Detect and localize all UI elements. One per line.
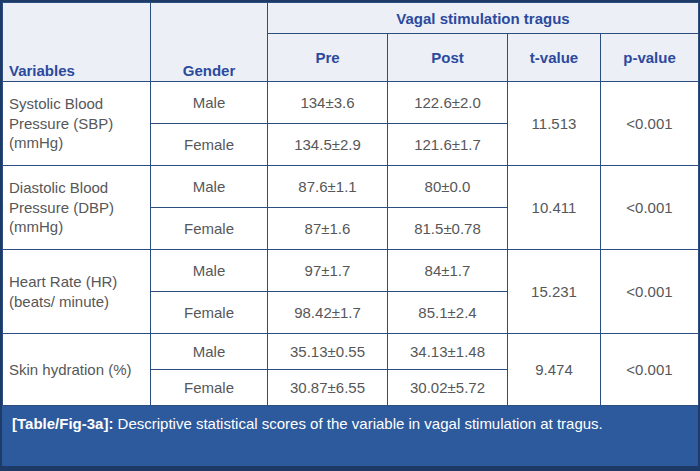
- variable-name-cell: Systolic Blood Pressure (SBP) (mmHg): [3, 82, 151, 166]
- variable-name-cell: Skin hydration (%): [3, 334, 151, 406]
- pre-value-cell: 97±1.7: [268, 250, 388, 292]
- p-value-cell: <0.001: [601, 166, 699, 250]
- pre-value-cell: 134.5±2.9: [268, 124, 388, 166]
- gender-cell: Male: [151, 250, 268, 292]
- col-header-p-value: p-value: [601, 34, 699, 82]
- gender-cell: Female: [151, 292, 268, 334]
- stats-table: Variables Gender Vagal stimulation tragu…: [2, 2, 699, 406]
- col-header-post: Post: [388, 34, 508, 82]
- p-value-cell: <0.001: [601, 82, 699, 166]
- caption-label: [Table/Fig-3a]:: [12, 415, 113, 432]
- post-value-cell: 122.6±2.0: [388, 82, 508, 124]
- pre-value-cell: 98.42±1.7: [268, 292, 388, 334]
- col-header-t-value: t-value: [508, 34, 601, 82]
- variable-name-cell: Diastolic Blood Pressure (DBP) (mmHg): [3, 166, 151, 250]
- post-value-cell: 34.13±1.48: [388, 334, 508, 370]
- pre-value-cell: 35.13±0.55: [268, 334, 388, 370]
- table-figure: Variables Gender Vagal stimulation tragu…: [0, 0, 700, 471]
- figure-caption: [Table/Fig-3a]: Descriptive statistical …: [2, 406, 698, 466]
- col-header-variables: Variables: [3, 3, 151, 82]
- variable-name-cell: Heart Rate (HR) (beats/ minute): [3, 250, 151, 334]
- table-row: Systolic Blood Pressure (SBP) (mmHg) Mal…: [3, 82, 699, 124]
- pre-value-cell: 134±3.6: [268, 82, 388, 124]
- caption-text: Descriptive statistical scores of the va…: [118, 415, 603, 432]
- table-body: Systolic Blood Pressure (SBP) (mmHg) Mal…: [3, 82, 699, 406]
- t-value-cell: 11.513: [508, 82, 601, 166]
- gender-cell: Male: [151, 82, 268, 124]
- col-header-pre: Pre: [268, 34, 388, 82]
- post-value-cell: 80±0.0: [388, 166, 508, 208]
- p-value-cell: <0.001: [601, 250, 699, 334]
- table-row: Skin hydration (%) Male 35.13±0.55 34.13…: [3, 334, 699, 370]
- table-row: Diastolic Blood Pressure (DBP) (mmHg) Ma…: [3, 166, 699, 208]
- table-header: Variables Gender Vagal stimulation tragu…: [3, 3, 699, 82]
- p-value-cell: <0.001: [601, 334, 699, 406]
- gender-cell: Female: [151, 370, 268, 406]
- gender-cell: Female: [151, 208, 268, 250]
- post-value-cell: 81.5±0.78: [388, 208, 508, 250]
- post-value-cell: 85.1±2.4: [388, 292, 508, 334]
- pre-value-cell: 30.87±6.55: [268, 370, 388, 406]
- pre-value-cell: 87.6±1.1: [268, 166, 388, 208]
- post-value-cell: 121.6±1.7: [388, 124, 508, 166]
- gender-cell: Male: [151, 334, 268, 370]
- col-header-gender: Gender: [151, 3, 268, 82]
- pre-value-cell: 87±1.6: [268, 208, 388, 250]
- t-value-cell: 15.231: [508, 250, 601, 334]
- t-value-cell: 10.411: [508, 166, 601, 250]
- gender-cell: Male: [151, 166, 268, 208]
- gender-cell: Female: [151, 124, 268, 166]
- post-value-cell: 84±1.7: [388, 250, 508, 292]
- header-row-group: Variables Gender Vagal stimulation tragu…: [3, 3, 699, 34]
- t-value-cell: 9.474: [508, 334, 601, 406]
- col-header-group: Vagal stimulation tragus: [268, 3, 699, 34]
- table-row: Heart Rate (HR) (beats/ minute) Male 97±…: [3, 250, 699, 292]
- post-value-cell: 30.02±5.72: [388, 370, 508, 406]
